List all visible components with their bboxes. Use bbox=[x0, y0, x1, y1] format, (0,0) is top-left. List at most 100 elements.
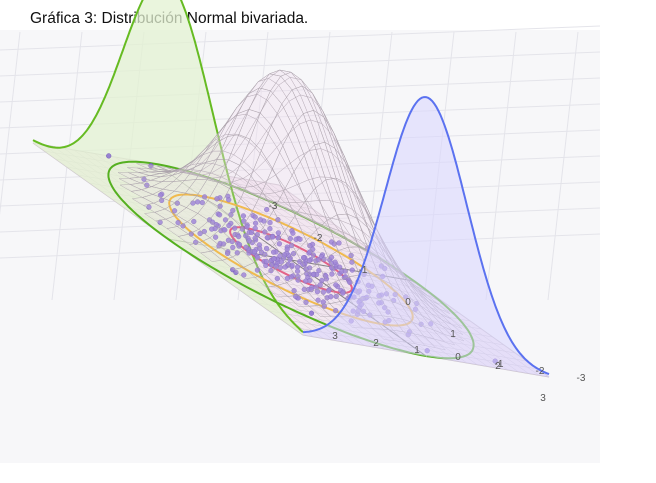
background-grid-line bbox=[485, 31, 517, 301]
sample-point bbox=[301, 255, 307, 261]
sample-point bbox=[295, 277, 301, 283]
sample-point bbox=[295, 268, 301, 274]
sample-point bbox=[303, 299, 309, 305]
sample-point bbox=[310, 272, 317, 278]
sample-point bbox=[303, 278, 309, 284]
sample-point bbox=[329, 271, 335, 277]
sample-point bbox=[106, 153, 112, 159]
background-grid-line bbox=[0, 181, 601, 207]
sample-point bbox=[251, 249, 258, 255]
background-grid-line bbox=[0, 25, 601, 51]
sample-point bbox=[222, 227, 228, 233]
sample-point bbox=[252, 225, 258, 231]
sample-point bbox=[243, 233, 249, 239]
sample-point bbox=[252, 214, 258, 220]
sample-point bbox=[331, 241, 337, 247]
sample-point bbox=[264, 207, 270, 213]
sample-point bbox=[274, 276, 280, 282]
sample-point bbox=[232, 225, 238, 231]
background-grid bbox=[0, 25, 601, 301]
y-tick-label: -1 bbox=[495, 359, 504, 370]
sample-point bbox=[263, 259, 270, 265]
sample-point bbox=[264, 235, 270, 241]
sample-point bbox=[271, 249, 277, 255]
sample-point bbox=[230, 244, 236, 251]
sample-point bbox=[243, 244, 249, 250]
sample-point bbox=[337, 264, 343, 270]
sample-point bbox=[220, 241, 227, 247]
sample-point bbox=[213, 234, 219, 240]
sample-point bbox=[317, 282, 323, 288]
x-tick-label: 3 bbox=[540, 393, 546, 404]
sample-point bbox=[325, 288, 332, 294]
sample-point bbox=[214, 196, 220, 202]
x-tick-label: -2 bbox=[314, 233, 323, 244]
sample-point bbox=[287, 257, 293, 263]
sample-point bbox=[269, 262, 275, 268]
sample-point bbox=[275, 235, 281, 241]
sample-point bbox=[290, 251, 297, 257]
background-grid-line bbox=[547, 31, 579, 301]
sample-point bbox=[236, 234, 242, 240]
marginal-y-density bbox=[302, 96, 550, 377]
sample-point bbox=[230, 207, 236, 214]
sample-point bbox=[210, 219, 216, 225]
background-grid-line bbox=[0, 51, 601, 77]
sample-point bbox=[328, 254, 335, 261]
sample-point bbox=[225, 250, 231, 257]
y-tick-label: -2 bbox=[536, 366, 545, 377]
sample-point bbox=[195, 199, 201, 205]
sample-point bbox=[180, 223, 186, 229]
sample-point bbox=[240, 213, 247, 219]
marginal-y-curve bbox=[302, 96, 550, 376]
sample-point bbox=[284, 275, 291, 282]
y-tick-label: 3 bbox=[332, 331, 338, 342]
y-tick-label: 2 bbox=[373, 338, 379, 349]
y-tick-label: -3 bbox=[577, 373, 586, 384]
axis-ticks: -3 -2 -1 0 1 2 3 3 2 1 0 -1 -2 -3 bbox=[269, 201, 586, 404]
sample-point bbox=[246, 238, 252, 244]
x-tick-label: 0 bbox=[405, 297, 411, 308]
sample-point bbox=[290, 230, 296, 236]
sample-point bbox=[241, 272, 247, 278]
sample-point bbox=[267, 220, 273, 226]
sample-point bbox=[249, 229, 255, 236]
sample-point bbox=[226, 197, 232, 203]
x-tick-label: -1 bbox=[359, 265, 368, 276]
sample-point bbox=[315, 297, 321, 303]
sample-point bbox=[264, 245, 270, 252]
sample-point bbox=[333, 282, 339, 288]
sample-point bbox=[297, 236, 303, 242]
sample-point bbox=[328, 294, 334, 300]
x-tick-label: -3 bbox=[269, 201, 278, 212]
sample-point bbox=[233, 269, 239, 276]
sample-point bbox=[323, 273, 329, 279]
sample-point bbox=[284, 246, 290, 252]
sample-point bbox=[276, 241, 283, 247]
marginal-y-fill bbox=[303, 97, 549, 377]
sample-point bbox=[321, 303, 327, 309]
sample-point bbox=[315, 257, 321, 263]
sample-point bbox=[271, 256, 277, 262]
sample-point bbox=[340, 290, 346, 296]
sample-point bbox=[244, 224, 250, 230]
sample-point bbox=[268, 268, 274, 274]
sample-point bbox=[349, 267, 355, 273]
y-tick-label: 1 bbox=[414, 345, 420, 356]
sample-point bbox=[253, 220, 259, 226]
x-tick-label: 1 bbox=[450, 329, 456, 340]
sample-point bbox=[217, 212, 223, 218]
background-grid-line bbox=[0, 31, 21, 216]
sample-point bbox=[236, 242, 243, 248]
x-tick-label: 2 bbox=[495, 361, 501, 372]
sample-point bbox=[270, 234, 276, 240]
sample-point bbox=[306, 258, 313, 264]
sample-point bbox=[226, 223, 232, 229]
sample-point bbox=[172, 208, 178, 214]
sample-point bbox=[308, 310, 315, 316]
sample-point bbox=[197, 230, 203, 237]
sample-point bbox=[157, 192, 164, 198]
sample-point bbox=[342, 274, 349, 280]
sample-point bbox=[267, 226, 273, 232]
sample-point bbox=[254, 267, 261, 273]
